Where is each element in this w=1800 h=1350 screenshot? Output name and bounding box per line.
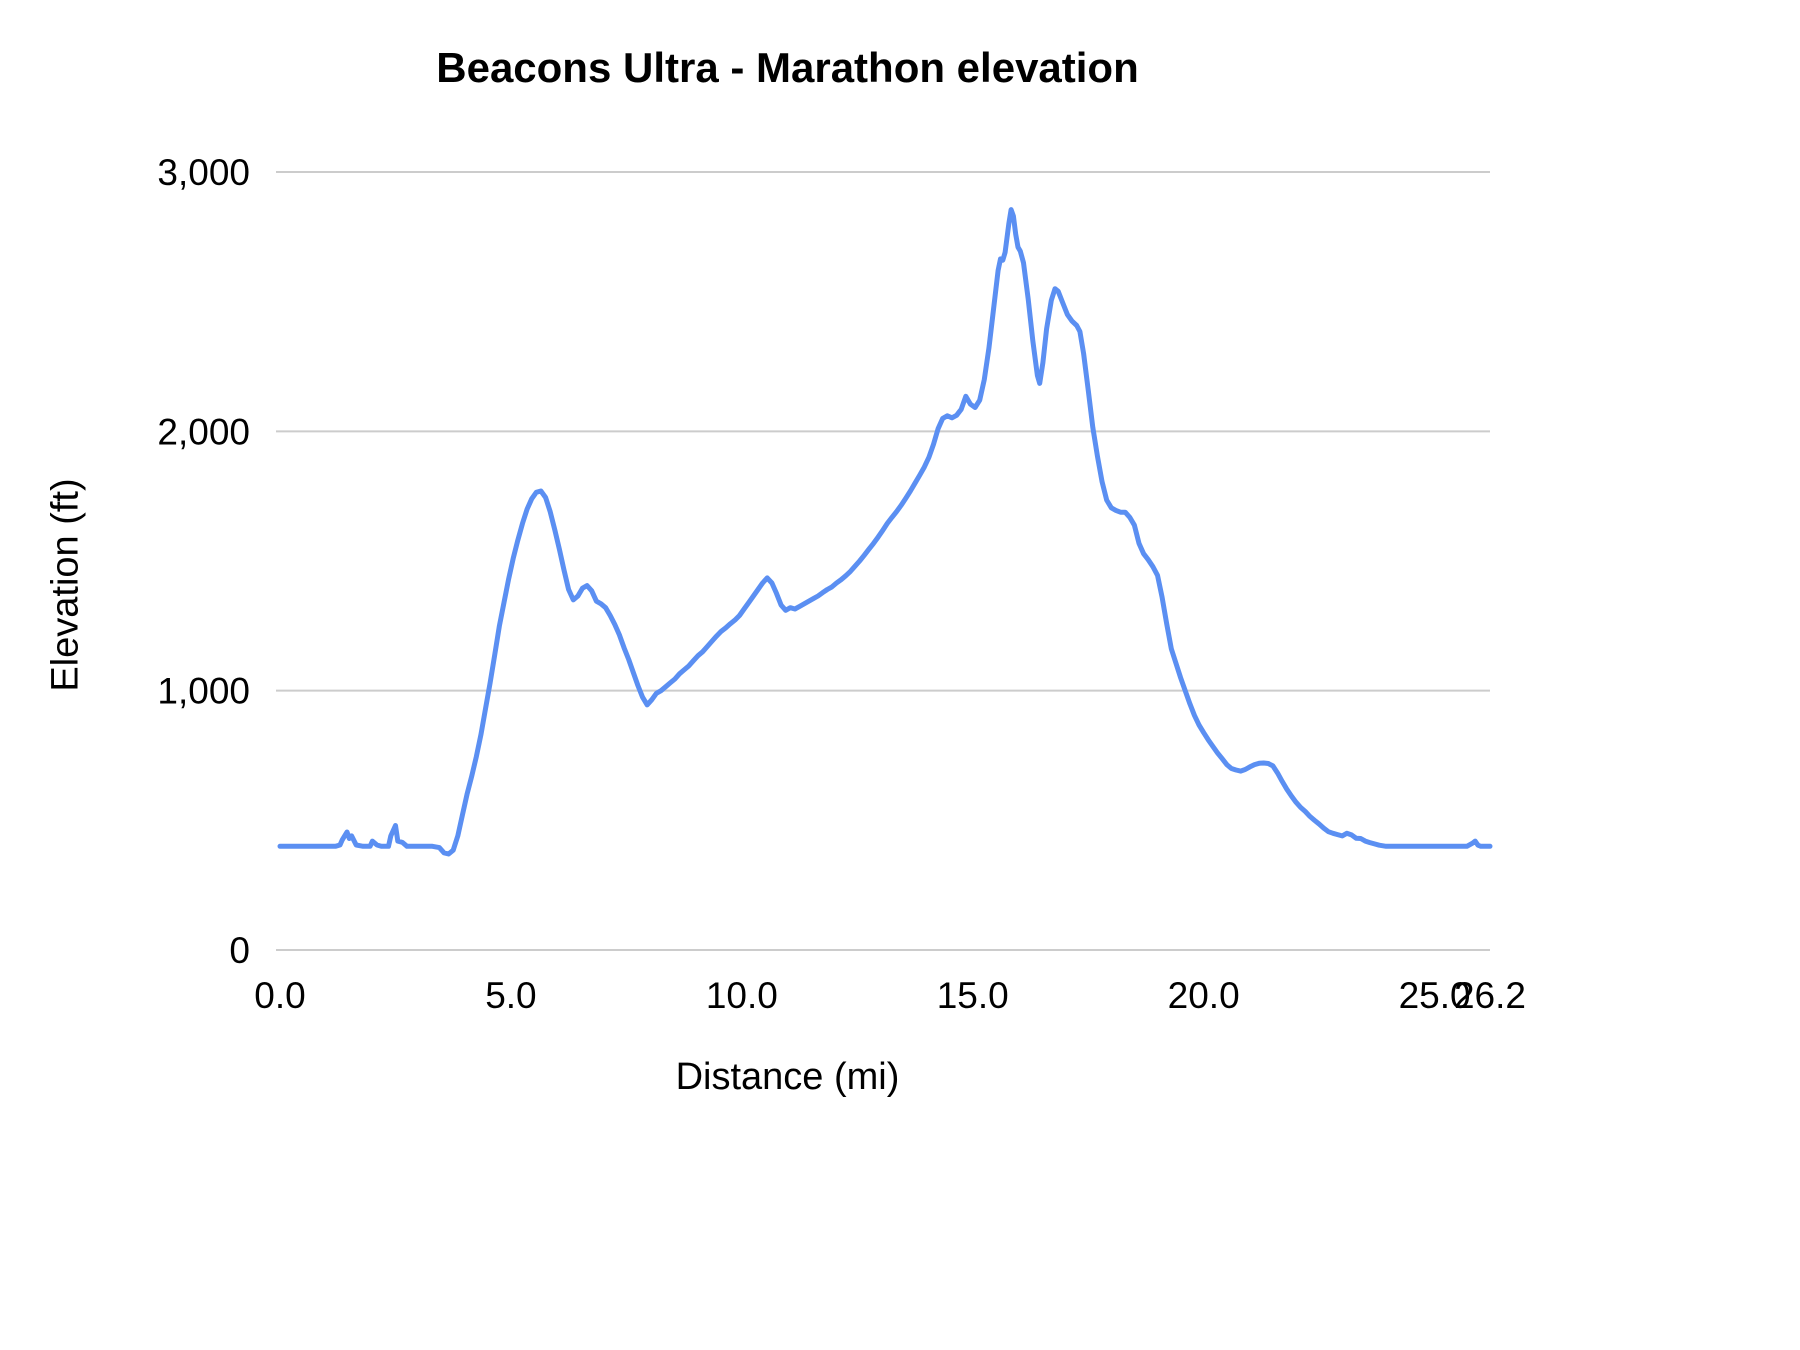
chart-title: Beacons Ultra - Marathon elevation — [436, 44, 1139, 91]
x-tick-label: 15.0 — [937, 975, 1009, 1016]
y-tick-label: 3,000 — [157, 152, 250, 193]
y-tick-label: 1,000 — [157, 671, 250, 712]
x-tick-label: 20.0 — [1168, 975, 1240, 1016]
x-tick-label: 26.2 — [1454, 975, 1526, 1016]
x-tick-label: 25.0 — [1399, 975, 1471, 1016]
x-axis-title: Distance (mi) — [675, 1056, 900, 1098]
y-tick-label: 2,000 — [157, 411, 250, 452]
elevation-line-series — [277, 207, 1493, 857]
x-tick-label: 0.0 — [254, 975, 305, 1016]
x-tick-label: 10.0 — [706, 975, 778, 1016]
x-tick-label: 5.0 — [485, 975, 536, 1016]
y-tick-label: 0 — [229, 930, 250, 971]
